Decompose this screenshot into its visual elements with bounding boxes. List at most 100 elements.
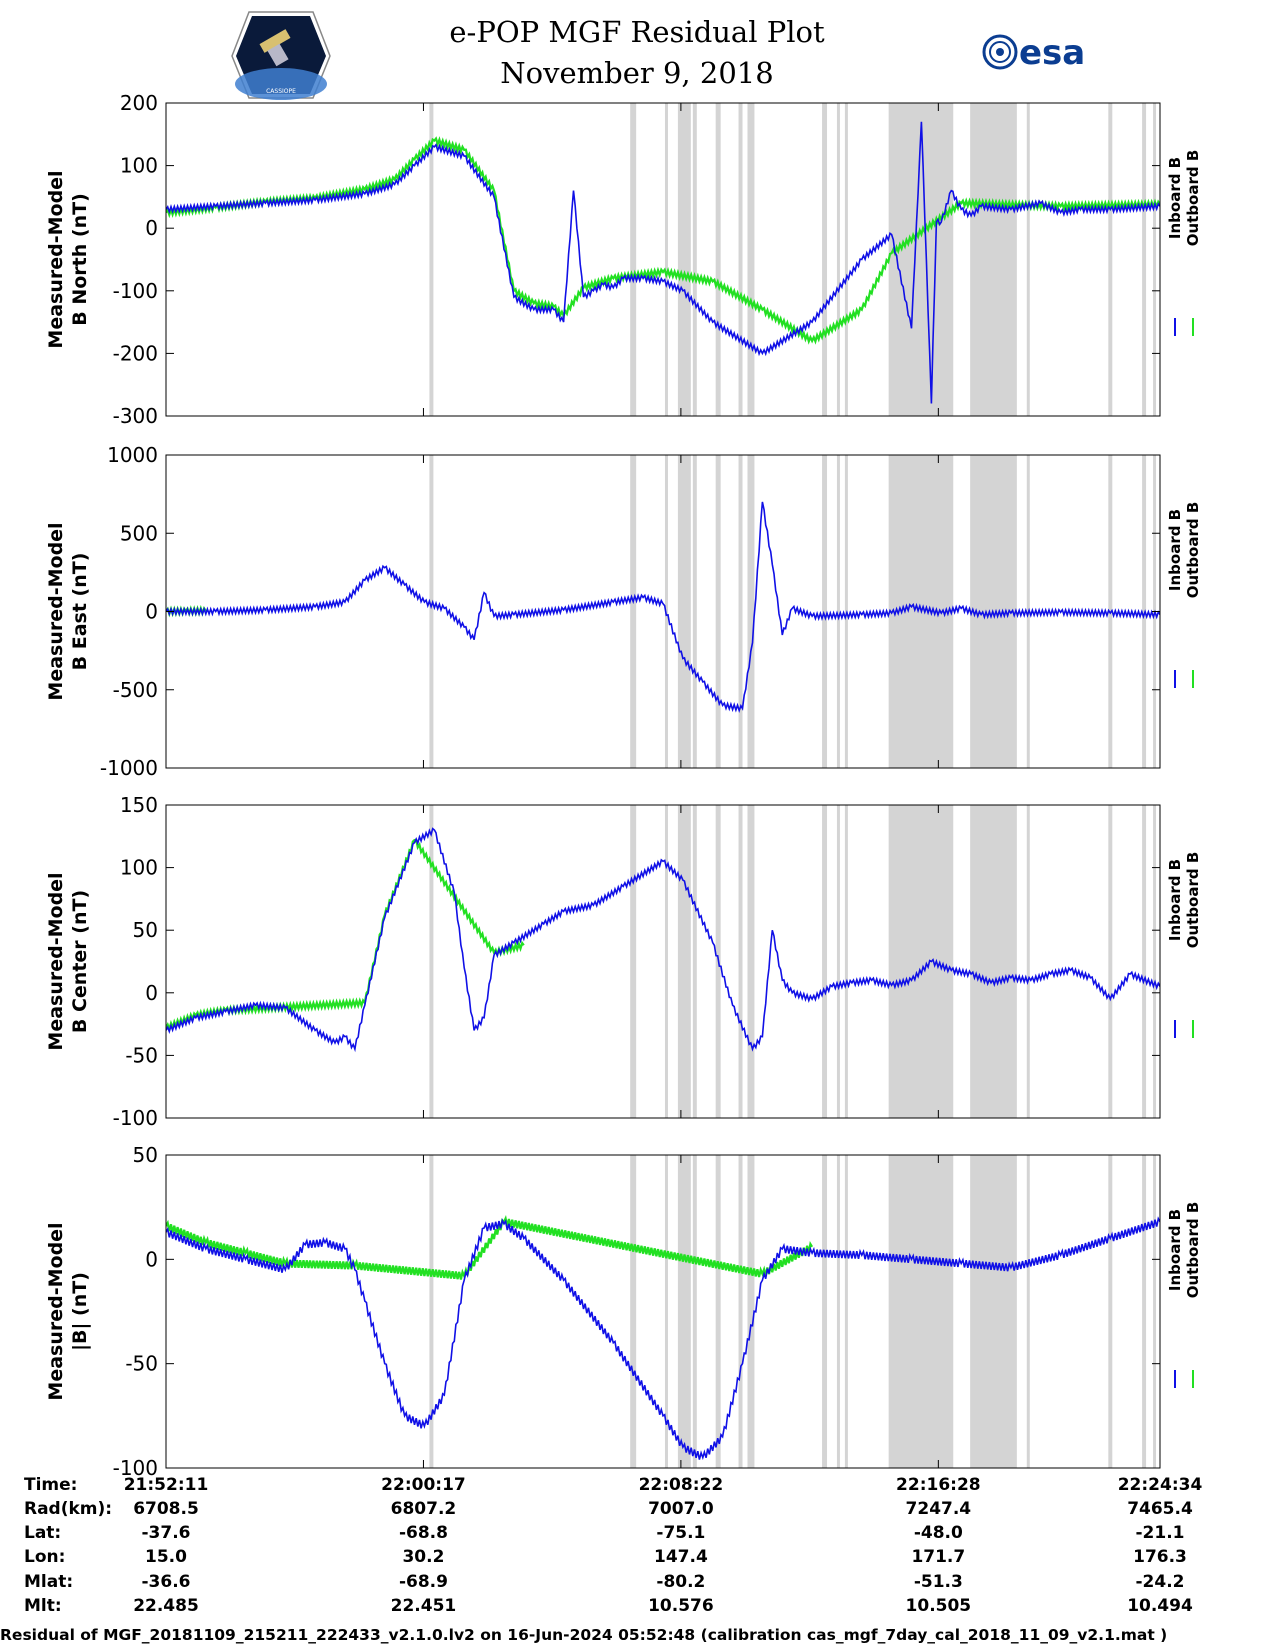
gap-interval	[429, 805, 434, 1118]
gap-shading	[429, 103, 1157, 416]
orbit-value: 10.576	[648, 1596, 714, 1616]
gap-interval	[747, 1155, 755, 1468]
gap-interval	[429, 1155, 434, 1468]
gap-interval	[692, 805, 697, 1118]
plot-frame	[165, 804, 1161, 1119]
title-line-1: e-POP MGF Residual Plot	[449, 15, 825, 49]
y-tick-label: -1000	[100, 756, 158, 780]
gap-interval	[738, 103, 743, 416]
gap-interval	[677, 1155, 691, 1468]
gap-interval	[836, 455, 840, 768]
inboard-series-line	[166, 121, 1160, 404]
gap-interval	[1142, 455, 1147, 768]
gap-interval	[677, 455, 691, 768]
gap-interval	[692, 103, 697, 416]
inboard-series-line	[166, 827, 1160, 1053]
gap-shading	[429, 805, 1157, 1118]
legend-entry: Inboard B	[1166, 859, 1184, 941]
legend-entry: Inboard B	[1166, 1209, 1184, 1291]
y-tick-label: -100	[113, 1456, 158, 1480]
orbit-value: 22:24:34	[1118, 1475, 1203, 1495]
y-tick-label: -200	[113, 341, 158, 365]
gap-interval	[844, 1155, 848, 1468]
legend-entry: Outboard B	[1184, 150, 1202, 247]
gap-shading	[429, 1155, 1157, 1468]
gap-interval	[715, 455, 721, 768]
inboard-series-line	[166, 1216, 1160, 1461]
gap-interval	[1108, 455, 1113, 768]
gap-interval	[715, 103, 721, 416]
orbit-value: -21.1	[1136, 1523, 1185, 1543]
gap-interval	[888, 805, 954, 1118]
orbit-value: -24.2	[1136, 1572, 1185, 1592]
y-tick-label: 100	[120, 856, 158, 880]
orbit-value: 6708.5	[133, 1499, 199, 1519]
title-line-2: November 9, 2018	[500, 56, 773, 90]
footer-caption: Residual of MGF_20181109_215211_222433_v…	[0, 1626, 1167, 1644]
gap-interval	[747, 103, 755, 416]
legend-entry: Outboard B	[1184, 852, 1202, 949]
gap-interval	[630, 805, 637, 1118]
gap-interval	[747, 805, 755, 1118]
orbit-value: -37.6	[142, 1523, 191, 1543]
y-tick-label: 50	[133, 1143, 158, 1167]
gap-interval	[1153, 805, 1157, 1118]
gap-interval	[738, 455, 743, 768]
gap-interval	[692, 455, 697, 768]
gap-interval	[630, 103, 637, 416]
orbit-value: 22.451	[391, 1596, 457, 1616]
gap-interval	[822, 805, 828, 1118]
plot-frame	[165, 1154, 1161, 1469]
y-tick-label: 1000	[107, 443, 158, 467]
esa-logo: esa	[982, 33, 1085, 73]
orbit-value: 10.505	[906, 1596, 972, 1616]
gap-interval	[630, 455, 637, 768]
y-tick-label: 200	[120, 91, 158, 115]
orbit-value: 6807.2	[391, 1499, 457, 1519]
orbit-row-label: Mlat:	[24, 1572, 73, 1592]
y-tick-label: -500	[113, 678, 158, 702]
gap-interval	[844, 455, 848, 768]
legend-entry: Outboard B	[1184, 502, 1202, 599]
y-tick-label: -300	[113, 404, 158, 428]
gap-interval	[677, 103, 691, 416]
gap-interval	[1153, 103, 1157, 416]
orbit-value: -36.6	[142, 1572, 191, 1592]
y-tick-label: 0	[145, 216, 158, 240]
gap-interval	[1108, 103, 1113, 416]
plot-frame	[165, 102, 1161, 417]
gap-interval	[1108, 1155, 1113, 1468]
inboard-series-line	[166, 501, 1160, 713]
gap-interval	[738, 1155, 743, 1468]
gap-interval	[836, 103, 840, 416]
gap-interval	[970, 103, 1017, 416]
gap-interval	[429, 455, 434, 768]
gap-interval	[429, 103, 434, 416]
y-axis-label: Measured-Model	[45, 1222, 67, 1400]
panel-3: 150 100 50 0 -50 -100 Measured-Model B Center (…	[45, 793, 1202, 1130]
y-axis-label: B East (nT)	[69, 553, 91, 671]
outboard-series-line	[166, 1214, 814, 1280]
cassiope-logo-text: CASSIOPE	[266, 88, 296, 95]
orbit-value: 15.0	[145, 1547, 187, 1567]
gap-interval	[836, 1155, 840, 1468]
orbit-table: Time: Rad(km): Lat: Lon: Mlat: Mlt: 21:52:11 67…	[24, 1475, 1202, 1616]
y-axis-label: B Center (nT)	[69, 890, 91, 1033]
legend-entry: Inboard B	[1166, 157, 1184, 239]
gap-interval	[738, 805, 743, 1118]
y-tick-label: 0	[145, 981, 158, 1005]
gap-interval	[630, 1155, 637, 1468]
gap-interval	[822, 455, 828, 768]
y-tick-label: -100	[113, 279, 158, 303]
gap-interval	[1153, 1155, 1157, 1468]
panel-1: 200 100 0 -100 -200 -300 Measured-Model B North…	[45, 91, 1202, 428]
orbit-value: 22:08:22	[639, 1475, 724, 1495]
orbit-value: 147.4	[654, 1547, 708, 1567]
orbit-value: -68.9	[399, 1572, 448, 1592]
y-tick-label: -50	[125, 1352, 158, 1376]
y-axis-label: Measured-Model	[45, 170, 67, 348]
gap-interval	[822, 103, 828, 416]
orbit-value: 10.494	[1127, 1596, 1193, 1616]
